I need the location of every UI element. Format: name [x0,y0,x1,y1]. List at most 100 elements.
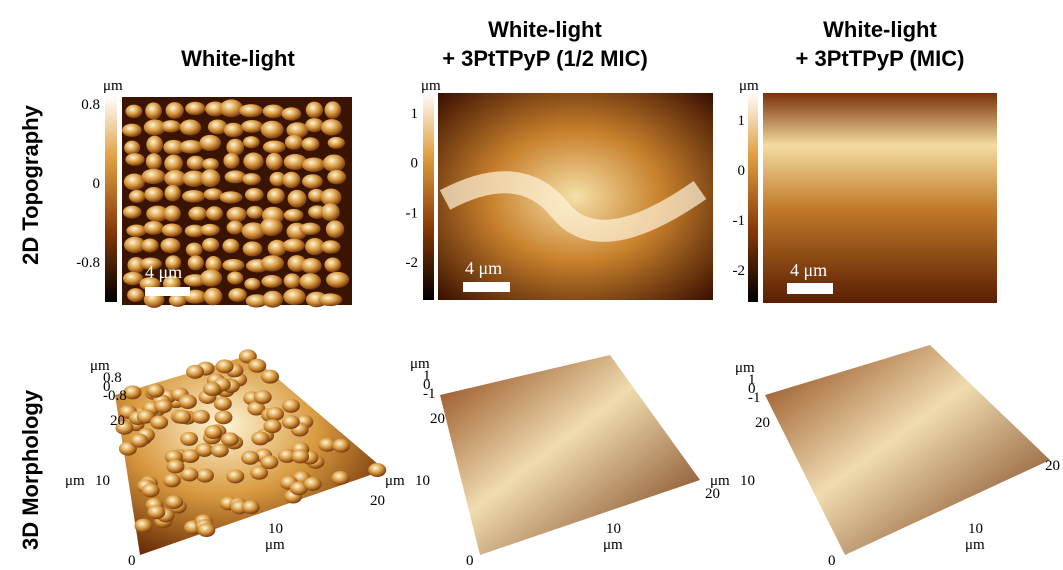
colorbar-tick: 0 [411,156,419,172]
grain [201,169,221,187]
grain [142,238,159,252]
grain [188,255,204,270]
grain [242,500,260,514]
grain [214,410,232,424]
grain [127,288,144,302]
grain [142,169,166,184]
grain [166,102,184,119]
column-title: White-light [181,46,295,71]
grain [328,137,345,149]
grain [124,141,140,155]
y-tick: 20 [755,415,770,431]
grain [260,218,283,236]
grain [305,118,324,132]
grain [324,257,341,272]
grain [220,99,244,117]
grain [266,153,283,170]
colorbar-tick: 0 [93,176,101,192]
grain [301,258,322,274]
y-tick: 20 [430,411,445,427]
grain [202,158,219,170]
grain [166,459,184,473]
grain [146,136,163,154]
grain [261,121,284,139]
grain [223,153,239,169]
grain [304,477,322,491]
grain [302,158,325,172]
grain [206,206,223,220]
grain [197,523,215,537]
grain [186,365,204,379]
y-tick: 0 [828,553,836,569]
grain [251,431,269,445]
grain [242,173,261,185]
grain [226,469,244,483]
grain [227,271,243,284]
surface-3d [440,355,700,555]
grain [321,119,342,135]
scale-bar [463,282,510,292]
column-title: White-light [488,17,602,42]
colorbar-tick: -0.8 [76,255,100,271]
grain [224,123,244,138]
grain [288,190,307,208]
grain [144,187,163,202]
grain [188,207,207,221]
colorbar-tick: 1 [738,113,746,129]
y-unit: μm [385,473,405,489]
x-tick: 20 [1045,458,1060,474]
colorbar [105,96,117,302]
grain [327,170,346,185]
grain [299,273,321,289]
colorbar-unit: μm [421,78,441,94]
x-tick: 10 [968,521,983,537]
grain [282,415,300,429]
colorbar [748,92,758,302]
grain [125,105,142,118]
x-tick: 20 [370,493,385,509]
grain [302,174,323,188]
scale-bar-label: 4 μm [465,258,502,278]
grain [243,241,263,256]
grain [164,185,180,201]
y-tick: 10 [740,473,755,489]
colorbar-tick: -1 [733,213,746,229]
grain [227,221,244,235]
grain [331,471,349,485]
grain [261,255,284,271]
y-tick: 10 [415,473,430,489]
colorbar-tick: -2 [406,255,419,271]
grain [196,469,214,483]
grain [221,432,239,446]
grain [130,434,148,448]
figure: White-lightWhite-light+ 3PtTPyP (1/2 MIC… [0,0,1063,570]
grain [163,473,181,487]
row-label: 2D Topography [18,104,43,264]
grain [318,293,342,306]
grain [241,451,259,465]
grain [187,156,205,170]
grain [261,370,279,384]
grain [144,221,164,235]
grain [179,140,202,154]
grain [203,382,221,396]
x-unit: μm [265,537,285,553]
grain [243,153,263,170]
colorbar [423,92,434,300]
scale-bar [787,283,833,294]
grain [244,278,260,290]
column-title: + 3PtTPyP (MIC) [796,46,965,71]
grain [164,155,183,173]
y-tick: 20 [110,413,125,429]
grain [180,120,201,136]
grain [125,153,144,166]
x-tick: 10 [268,521,283,537]
grain [254,390,272,404]
grain [154,399,172,413]
grain [263,141,286,154]
grain [161,120,181,133]
grain [195,443,213,457]
scale-bar-label: 4 μm [790,260,827,280]
grain [282,107,302,120]
grain [162,223,183,236]
